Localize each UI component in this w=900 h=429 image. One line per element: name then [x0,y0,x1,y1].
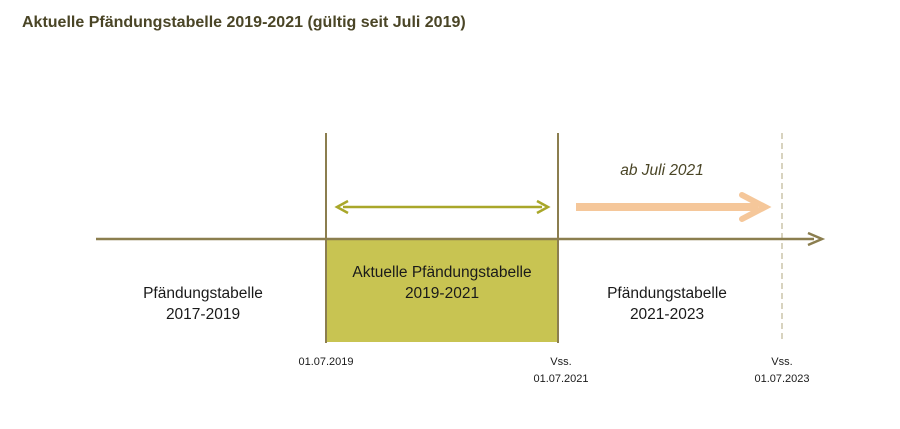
date-label-line2: 01.07.2019 [298,356,354,368]
date-label-2019: 01.07.2019 [276,354,376,371]
period-label-line1: Pfändungstabelle [607,285,727,302]
date-label-line1: Vss. [550,356,572,368]
period-label-line2: 2017-2019 [165,306,241,323]
current-arrow-right-head [536,199,551,215]
period-label-2021-2023: Pfändungstabelle 2021-2023 [562,283,772,325]
date-label-line2: 01.07.2021 [533,373,589,385]
future-period-label: ab Juli 2021 [620,162,704,179]
timeline-arrowhead [807,231,826,247]
future-arrow-head [739,192,772,222]
date-label-2021: Vss. 01.07.2021 [511,354,611,388]
date-label-2023: Vss. 01.07.2023 [732,354,832,388]
current-arrow-left-head [334,199,349,215]
period-label-line1: Pfändungstabelle [143,285,263,302]
period-label-2019-2021: Aktuelle Pfändungstabelle 2019-2021 [330,262,554,304]
date-label-line1: Vss. [771,356,793,368]
period-label-line2: 2021-2023 [629,306,705,323]
period-label-line2: 2019-2021 [404,285,480,302]
period-label-2017-2019: Pfändungstabelle 2017-2019 [98,283,308,325]
current-period-box [326,239,558,342]
date-label-line2: 01.07.2023 [754,373,810,385]
period-label-line1: Aktuelle Pfändungstabelle [352,264,532,281]
page-title: Aktuelle Pfändungstabelle 2019-2021 (gül… [22,14,466,31]
